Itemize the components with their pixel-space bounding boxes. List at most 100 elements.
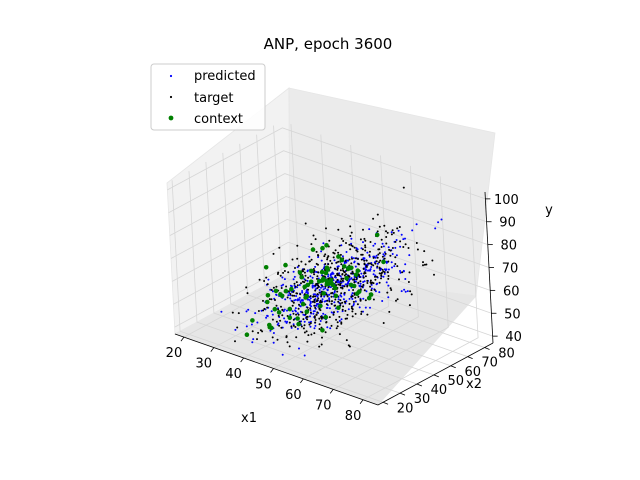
predicted-point <box>347 308 350 311</box>
x1-tick <box>180 336 185 342</box>
x2-tick <box>450 365 456 369</box>
target-point <box>345 242 347 244</box>
target-point <box>330 262 333 265</box>
context-point <box>329 281 334 286</box>
predicted-point <box>293 275 296 278</box>
target-point <box>329 259 332 262</box>
predicted-point <box>292 270 295 273</box>
context-point <box>341 264 347 269</box>
target-point <box>291 300 294 303</box>
predicted-point <box>328 298 331 301</box>
grid-line-x1 <box>183 124 300 338</box>
target-point <box>364 249 367 252</box>
target-point <box>334 298 337 301</box>
predicted-point <box>296 266 299 269</box>
target-point <box>425 263 428 266</box>
target-point <box>385 230 387 233</box>
target-point <box>340 278 343 280</box>
target-point <box>336 321 339 324</box>
target-point <box>431 259 434 262</box>
target-point <box>294 285 297 288</box>
predicted-point <box>293 299 296 302</box>
target-point <box>297 264 300 267</box>
target-point <box>314 238 317 241</box>
target-point <box>231 311 234 314</box>
target-point <box>336 268 339 271</box>
target-point <box>326 258 329 261</box>
predicted-point <box>292 323 295 326</box>
target-point <box>338 333 341 336</box>
predicted-point <box>296 327 299 330</box>
predicted-point <box>333 301 336 304</box>
target-point <box>291 258 294 261</box>
context-point <box>272 306 278 312</box>
target-point <box>278 324 281 327</box>
context-point <box>349 265 354 271</box>
context-point <box>283 262 288 268</box>
x2-tick-label: 80 <box>498 347 515 362</box>
target-point <box>362 283 365 286</box>
context-point <box>323 315 329 320</box>
predicted-point <box>220 310 223 313</box>
context-point <box>244 332 250 338</box>
target-point <box>310 333 313 336</box>
target-point <box>358 276 361 278</box>
predicted-point <box>260 309 263 312</box>
predicted-point <box>366 251 369 254</box>
context-point <box>308 279 314 285</box>
grid-line-x2 <box>239 143 451 367</box>
target-point <box>271 336 274 339</box>
target-point <box>303 331 306 334</box>
target-point <box>272 252 275 255</box>
target-point <box>364 299 367 302</box>
target-point <box>237 312 240 315</box>
target-point <box>300 282 302 285</box>
predicted-point <box>378 291 381 294</box>
target-point <box>394 240 397 243</box>
predicted-point <box>256 321 259 324</box>
target-point <box>357 258 359 260</box>
target-point <box>354 312 357 315</box>
predicted-point <box>272 332 275 334</box>
predicted-point <box>391 253 394 255</box>
y-tick-label: 80 <box>501 239 518 254</box>
target-point <box>367 262 370 265</box>
target-point <box>343 285 346 288</box>
target-point <box>336 290 339 293</box>
predicted-point <box>289 313 292 316</box>
predicted-point <box>314 324 317 327</box>
target-point <box>296 257 299 260</box>
predicted-point <box>318 289 321 291</box>
predicted-point <box>322 242 325 245</box>
target-point <box>364 244 367 247</box>
target-point <box>309 307 312 310</box>
target-point <box>365 265 368 268</box>
grid-line-x1 <box>333 176 449 390</box>
target-point <box>297 307 300 310</box>
predicted-point <box>364 269 367 272</box>
x1-axis-label: x1 <box>241 411 257 426</box>
target-point <box>276 338 279 341</box>
target-point <box>360 253 363 256</box>
predicted-point <box>368 255 371 258</box>
target-point <box>387 260 390 263</box>
axes: 2030405060708020304050607080405060708090… <box>166 191 522 424</box>
target-point <box>363 259 366 262</box>
target-point <box>352 289 355 291</box>
target-point <box>335 261 338 264</box>
target-point <box>303 324 306 327</box>
target-point <box>324 331 327 334</box>
predicted-point <box>370 287 373 290</box>
target-point <box>372 256 375 259</box>
target-point <box>380 274 383 277</box>
target-point <box>271 318 274 321</box>
context-point <box>287 306 293 312</box>
grid-line-y <box>167 127 486 200</box>
grid-line-x2 <box>205 162 418 385</box>
predicted-point <box>390 261 393 264</box>
target-point <box>313 273 316 276</box>
predicted-point <box>299 300 302 303</box>
target-point <box>392 231 395 234</box>
context-point <box>265 299 270 305</box>
target-point <box>343 300 346 303</box>
